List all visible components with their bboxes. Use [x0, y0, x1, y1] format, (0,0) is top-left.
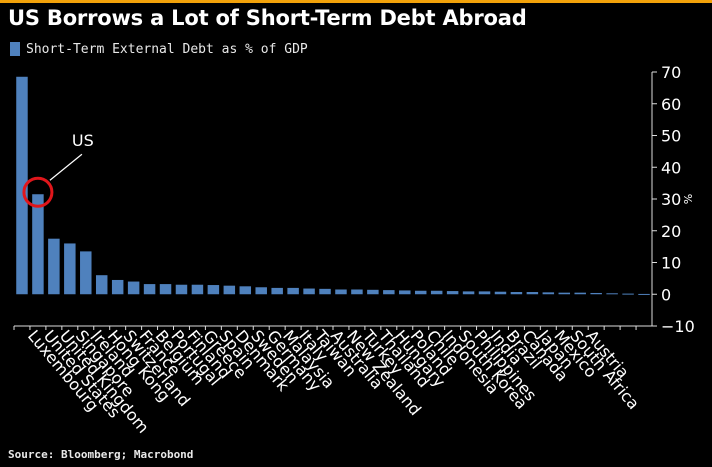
bar — [95, 275, 108, 295]
highlight-circle — [22, 176, 54, 208]
bar — [16, 76, 28, 295]
bar — [32, 194, 44, 295]
bar — [287, 287, 299, 295]
bar — [399, 290, 411, 295]
bar — [478, 291, 491, 295]
y-tick-label: 10 — [661, 254, 681, 273]
y-unit-label: % — [681, 194, 694, 204]
source-note: Source: Bloomberg; Macrobond — [8, 448, 194, 461]
bar — [462, 291, 475, 295]
bar — [590, 292, 602, 295]
bar — [111, 279, 124, 295]
legend: Short-Term External Debt as % of GDP — [10, 41, 308, 57]
bar — [638, 293, 650, 295]
bar — [414, 290, 427, 295]
bar — [606, 293, 618, 295]
annotation-leader-line — [49, 153, 83, 181]
bar — [526, 292, 539, 295]
bar — [255, 287, 267, 295]
bar — [207, 285, 220, 295]
bar — [574, 292, 586, 295]
legend-swatch — [10, 42, 20, 56]
top-accent-stripe — [0, 0, 712, 3]
bar — [48, 238, 60, 295]
bar — [430, 290, 443, 295]
bar — [367, 289, 379, 295]
y-tick-label: −10 — [661, 317, 695, 336]
bar — [175, 284, 188, 295]
bar — [143, 284, 156, 295]
bar — [351, 289, 363, 295]
y-tick-label: 0 — [661, 285, 671, 304]
legend-label: Short-Term External Debt as % of GDP — [26, 41, 308, 57]
bar — [383, 290, 395, 295]
y-tick-label: 20 — [661, 222, 681, 241]
chart-title: US Borrows a Lot of Short-Term Debt Abro… — [8, 6, 527, 30]
bar — [303, 288, 315, 295]
y-tick-label: 50 — [661, 127, 681, 146]
bar — [319, 288, 331, 295]
y-tick-label: 60 — [661, 95, 681, 114]
bar — [622, 293, 634, 295]
bar — [271, 287, 283, 295]
bar — [335, 289, 347, 295]
bar — [80, 251, 92, 295]
bar — [510, 292, 523, 295]
bar — [494, 291, 507, 295]
y-tick-label: 70 — [661, 63, 681, 82]
bar — [159, 284, 172, 295]
bar — [558, 292, 571, 295]
annotation-label: US — [72, 131, 94, 150]
bar — [239, 286, 252, 295]
bar — [223, 285, 236, 295]
bar — [64, 243, 76, 295]
y-tick-label: 30 — [661, 190, 681, 209]
bar — [446, 291, 459, 295]
bar — [542, 292, 555, 295]
bar — [127, 281, 140, 295]
y-tick-label: 40 — [661, 158, 681, 177]
bar — [191, 284, 204, 295]
